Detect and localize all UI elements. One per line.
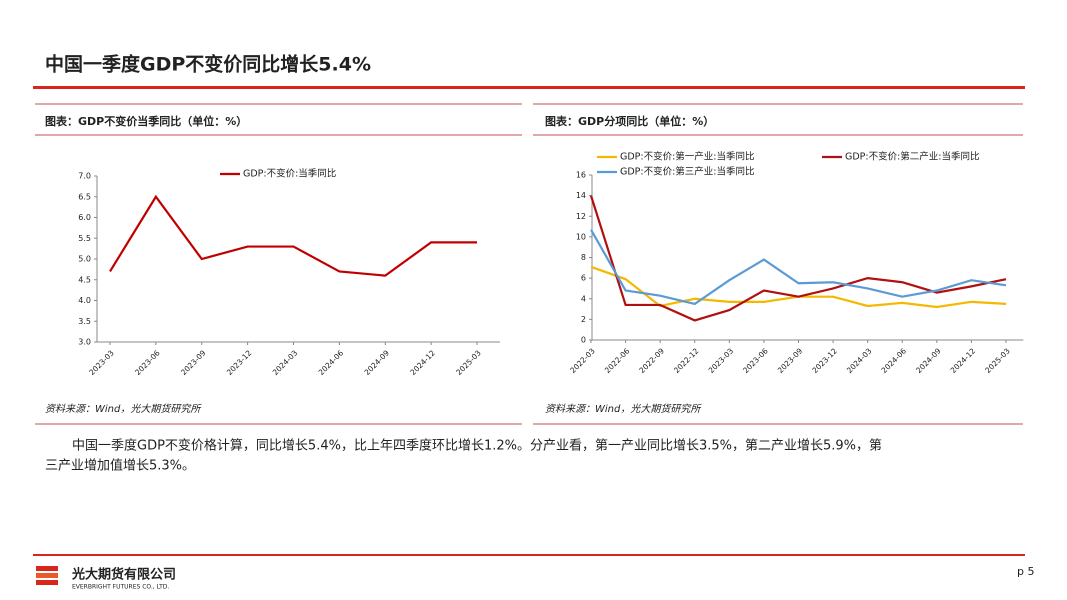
y-tick-label: 7.0 (78, 172, 91, 181)
footer-rule (33, 554, 1025, 556)
x-tick-label: 2022-12 (672, 346, 701, 375)
x-tick-label: 2024-06 (317, 348, 346, 377)
x-tick-label: 2024-03 (271, 348, 300, 377)
y-tick-label: 8 (581, 253, 586, 262)
data-line (589, 195, 1007, 322)
company-name-en: EVERBRIGHT FUTURES CO., LTD. (72, 584, 169, 591)
x-tick-label: 2023-06 (741, 346, 770, 375)
paragraph-line: 中国一季度GDP不变价格计算，同比增长5.4%，比上年四季度环比增长1.2%。分… (72, 438, 882, 454)
legend-label: GDP:不变价:第一产业:当季同比 (620, 151, 755, 163)
x-tick-label: 2025-03 (454, 348, 483, 377)
y-tick-label: 6.5 (78, 192, 91, 201)
y-tick-label: 6.0 (78, 213, 91, 222)
slide-title: 中国一季度GDP不变价同比增长5.4% (45, 53, 371, 76)
logo (36, 566, 58, 585)
source-note: 资料来源：Wind，光大期货研究所 (45, 403, 202, 415)
x-tick-label: 2022-09 (637, 346, 666, 375)
x-tick-label: 2024-12 (949, 346, 978, 375)
x-tick-label: 2024-03 (845, 346, 874, 375)
y-tick-label: 5.5 (78, 234, 91, 243)
x-tick-label: 2023-06 (133, 348, 162, 377)
x-tick-label: 2024-12 (408, 348, 437, 377)
x-tick-label: 2022-06 (603, 346, 632, 375)
x-tick-label: 2023-12 (225, 348, 254, 377)
y-tick-label: 4.0 (78, 296, 91, 305)
y-tick-label: 2 (581, 315, 586, 324)
company-name: 光大期货有限公司 (71, 567, 176, 583)
legend-label: GDP:不变价:第三产业:当季同比 (620, 166, 755, 178)
x-tick-label: 2023-03 (707, 346, 736, 375)
y-tick-label: 14 (576, 191, 586, 200)
paragraph-line: 三产业增加值增长5.3%。 (45, 458, 195, 474)
x-tick-label: 2023-12 (810, 346, 839, 375)
x-tick-label: 2022-03 (568, 346, 597, 375)
y-tick-label: 6 (581, 274, 586, 283)
y-tick-label: 4.5 (78, 275, 91, 284)
y-tick-label: 3.0 (78, 338, 91, 347)
page-number: p 5 (1017, 565, 1034, 578)
chart-title: 图表：GDP不变价当季同比（单位：%） (45, 114, 247, 128)
x-tick-label: 2023-03 (87, 348, 116, 377)
y-tick-label: 10 (576, 232, 586, 241)
title-rule (33, 86, 1025, 89)
y-tick-label: 0 (581, 336, 586, 345)
y-tick-label: 3.5 (78, 317, 91, 326)
x-tick-label: 2024-09 (363, 348, 392, 377)
y-tick-label: 16 (576, 171, 586, 180)
chart-title: 图表：GDP分项同比（单位：%） (545, 114, 714, 128)
x-tick-label: 2024-09 (914, 346, 943, 375)
data-line (590, 265, 1007, 309)
y-tick-label: 5.0 (78, 255, 91, 264)
legend-label: GDP:不变价:第二产业:当季同比 (845, 151, 980, 163)
x-tick-label: 2023-09 (179, 348, 208, 377)
source-note: 资料来源：Wind，光大期货研究所 (545, 403, 702, 415)
y-tick-label: 12 (576, 212, 586, 221)
legend-label: GDP:不变价:当季同比 (243, 168, 336, 180)
x-tick-label: 2023-09 (776, 346, 805, 375)
data-line (590, 229, 1007, 306)
data-line (109, 194, 477, 277)
x-tick-label: 2025-03 (983, 346, 1012, 375)
x-tick-label: 2024-06 (880, 346, 909, 375)
y-tick-label: 4 (581, 294, 586, 303)
